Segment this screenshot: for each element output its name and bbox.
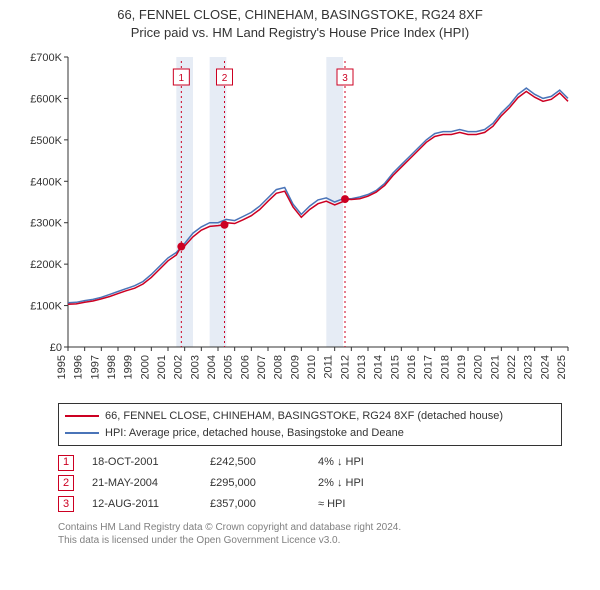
x-tick-label: 1998 xyxy=(106,355,118,379)
attribution-line-2: This data is licensed under the Open Gov… xyxy=(58,534,562,548)
x-tick-label: 2009 xyxy=(289,355,301,379)
x-tick-label: 2014 xyxy=(373,355,385,379)
legend-label: HPI: Average price, detached house, Basi… xyxy=(105,425,404,442)
x-tick-label: 2020 xyxy=(473,355,485,379)
x-tick-label: 2012 xyxy=(339,355,351,379)
legend-row: HPI: Average price, detached house, Basi… xyxy=(65,425,555,442)
y-tick-label: £600K xyxy=(30,94,62,106)
transaction-marker xyxy=(177,243,185,251)
y-tick-label: £500K xyxy=(30,135,62,147)
y-tick-label: £300K xyxy=(30,218,62,230)
transaction-hpi: ≈ HPI xyxy=(318,494,418,515)
transaction-marker xyxy=(221,221,229,229)
x-tick-label: 2011 xyxy=(323,355,335,379)
legend-row: 66, FENNEL CLOSE, CHINEHAM, BASINGSTOKE,… xyxy=(65,408,555,425)
transaction-index: 2 xyxy=(58,475,74,491)
x-tick-label: 2025 xyxy=(556,355,568,379)
x-tick-label: 2023 xyxy=(523,355,535,379)
attribution-line-1: Contains HM Land Registry data © Crown c… xyxy=(58,521,562,535)
y-tick-label: £0 xyxy=(50,342,62,354)
x-tick-label: 2001 xyxy=(156,355,168,379)
transaction-date: 18-OCT-2001 xyxy=(92,452,192,473)
x-tick-label: 2008 xyxy=(273,355,285,379)
callout-number: 2 xyxy=(222,73,228,84)
chart-title: 66, FENNEL CLOSE, CHINEHAM, BASINGSTOKE,… xyxy=(10,6,590,41)
title-line-1: 66, FENNEL CLOSE, CHINEHAM, BASINGSTOKE,… xyxy=(10,6,590,24)
x-tick-label: 2024 xyxy=(539,355,551,379)
transaction-row: 3 12-AUG-2011 £357,000 ≈ HPI xyxy=(58,494,562,515)
transaction-marker xyxy=(341,195,349,203)
y-tick-label: £400K xyxy=(30,176,62,188)
transactions-table: 1 18-OCT-2001 £242,500 4% ↓ HPI 2 21-MAY-2004… xyxy=(58,452,562,515)
x-tick-label: 2005 xyxy=(223,355,235,379)
y-tick-label: £100K xyxy=(30,301,62,313)
x-tick-label: 2000 xyxy=(139,355,151,379)
transaction-price: £242,500 xyxy=(210,452,300,473)
series-hpi xyxy=(68,88,568,303)
x-tick-label: 2018 xyxy=(439,355,451,379)
x-tick-label: 2015 xyxy=(389,355,401,379)
x-tick-label: 2002 xyxy=(173,355,185,379)
transaction-hpi: 4% ↓ HPI xyxy=(318,452,418,473)
year-band xyxy=(176,57,193,347)
callout-number: 3 xyxy=(342,73,348,84)
legend-swatch xyxy=(65,415,99,417)
transaction-date: 21-MAY-2004 xyxy=(92,473,192,494)
price-chart: £0 £100K £200K £300K £400K £500K £600K £700K 199… xyxy=(20,47,580,397)
transaction-row: 1 18-OCT-2001 £242,500 4% ↓ HPI xyxy=(58,452,562,473)
x-tick-label: 1996 xyxy=(73,355,85,379)
chart-legend: 66, FENNEL CLOSE, CHINEHAM, BASINGSTOKE,… xyxy=(58,403,562,446)
x-tick-label: 2019 xyxy=(456,355,468,379)
x-tick-label: 1997 xyxy=(89,355,101,379)
x-tick-label: 2004 xyxy=(206,355,218,379)
x-tick-label: 2010 xyxy=(306,355,318,379)
legend-label: 66, FENNEL CLOSE, CHINEHAM, BASINGSTOKE,… xyxy=(105,408,503,425)
x-tick-label: 2003 xyxy=(189,355,201,379)
x-tick-label: 1999 xyxy=(123,355,135,379)
transaction-row: 2 21-MAY-2004 £295,000 2% ↓ HPI xyxy=(58,473,562,494)
transaction-index: 1 xyxy=(58,455,74,471)
transaction-price: £357,000 xyxy=(210,494,300,515)
legend-swatch xyxy=(65,432,99,434)
transaction-price: £295,000 xyxy=(210,473,300,494)
transaction-hpi: 2% ↓ HPI xyxy=(318,473,418,494)
year-band xyxy=(210,57,227,347)
y-tick-label: £200K xyxy=(30,259,62,271)
transaction-date: 12-AUG-2011 xyxy=(92,494,192,515)
x-tick-label: 2022 xyxy=(506,355,518,379)
x-tick-label: 1995 xyxy=(56,355,68,379)
callout-number: 1 xyxy=(179,73,185,84)
transaction-index: 3 xyxy=(58,496,74,512)
y-tick-label: £700K xyxy=(30,52,62,64)
x-tick-label: 2007 xyxy=(256,355,268,379)
x-tick-label: 2016 xyxy=(406,355,418,379)
x-tick-label: 2017 xyxy=(423,355,435,379)
attribution: Contains HM Land Registry data © Crown c… xyxy=(58,521,562,548)
chart-svg: £0 £100K £200K £300K £400K £500K £600K £700K 199… xyxy=(20,47,580,397)
x-tick-label: 2006 xyxy=(239,355,251,379)
x-tick-label: 2013 xyxy=(356,355,368,379)
title-line-2: Price paid vs. HM Land Registry's House … xyxy=(10,24,590,42)
x-tick-label: 2021 xyxy=(489,355,501,379)
